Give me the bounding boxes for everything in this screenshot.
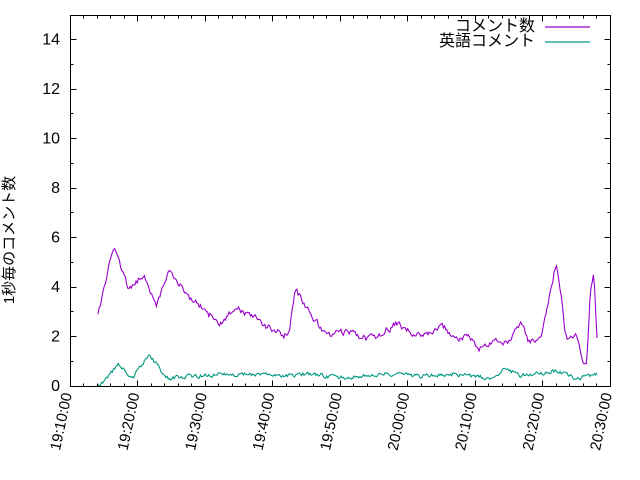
svg-text:10: 10 xyxy=(42,131,60,148)
svg-text:8: 8 xyxy=(51,180,60,197)
svg-text:19:10:00: 19:10:00 xyxy=(47,391,76,452)
svg-text:19:30:00: 19:30:00 xyxy=(182,391,211,452)
svg-text:6: 6 xyxy=(51,230,60,247)
svg-text:2: 2 xyxy=(51,329,60,346)
svg-text:1秒毎のコメント数: 1秒毎のコメント数 xyxy=(1,176,18,304)
svg-text:12: 12 xyxy=(42,81,60,98)
svg-text:20:10:00: 20:10:00 xyxy=(452,391,481,452)
svg-text:19:50:00: 19:50:00 xyxy=(317,391,346,452)
svg-text:4: 4 xyxy=(51,279,60,296)
svg-text:19:20:00: 19:20:00 xyxy=(115,391,144,452)
svg-text:14: 14 xyxy=(42,32,60,49)
svg-text:20:00:00: 20:00:00 xyxy=(385,391,414,452)
svg-text:20:20:00: 20:20:00 xyxy=(520,391,549,452)
svg-text:19:40:00: 19:40:00 xyxy=(250,391,279,452)
svg-text:英語コメント: 英語コメント xyxy=(439,32,535,50)
svg-text:20:30:00: 20:30:00 xyxy=(587,391,616,452)
